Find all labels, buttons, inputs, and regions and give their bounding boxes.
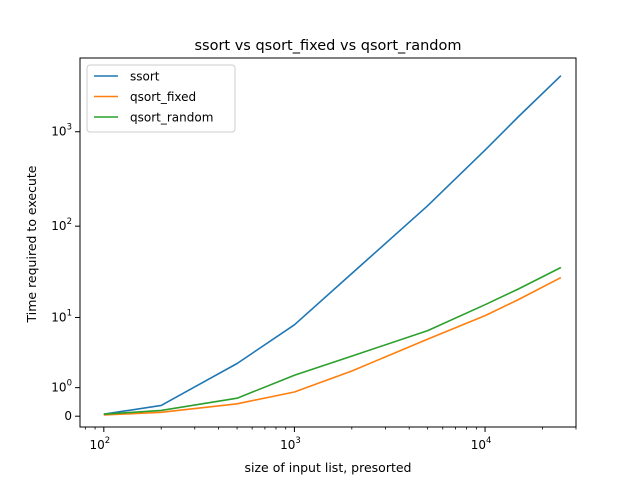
y-tick-label: 101 [51,308,72,324]
x-axis-ticks: 102 103 104 [89,427,491,452]
y-tick-label: 103 [51,123,72,139]
legend-label-ssort: ssort [130,70,160,84]
x-axis-label: size of input list, presorted [245,460,412,475]
x-tick-label: 103 [280,436,301,452]
series-line-ssort [103,75,562,415]
chart-title: ssort vs qsort_fixed vs qsort_random [194,38,461,54]
plot-frame [79,57,577,428]
y-tick-label: 102 [51,217,72,233]
series-lines [103,75,562,416]
x-tick-label: 102 [89,436,110,452]
y-tick-label: 100 [51,379,72,395]
legend-box [86,64,236,133]
series-line-qsort-fixed [103,276,562,416]
legend-label-qsort-fixed: qsort_fixed [130,90,196,104]
x-tick-label: 104 [471,436,492,452]
y-axis-label: Time required to execute [24,165,39,323]
series-line-qsort-random [103,266,562,415]
y-tick-label: 0 [64,409,72,423]
legend: ssort qsort_fixed qsort_random [86,64,236,133]
y-axis-ticks: 0 100 101 102 103 [51,123,80,423]
legend-label-qsort-random: qsort_random [130,111,213,125]
